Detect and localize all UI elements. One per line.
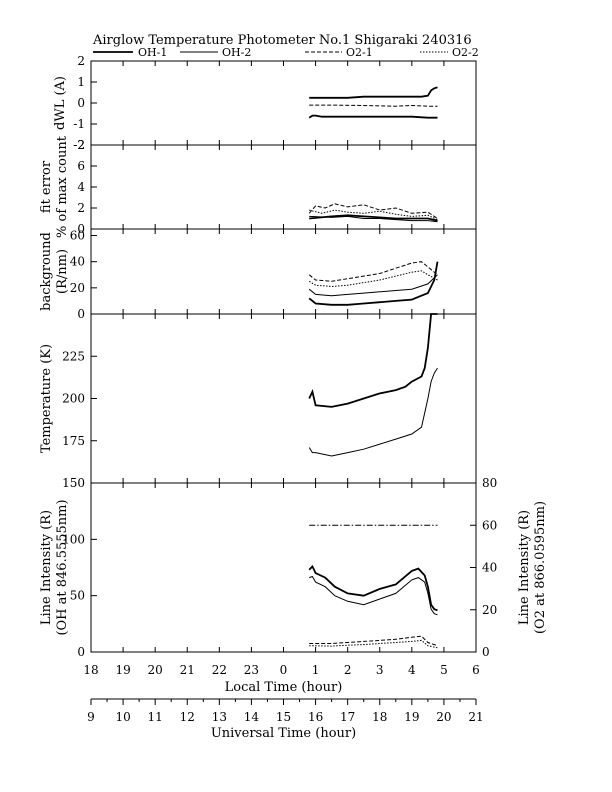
ytick-label-dwl: 2	[77, 54, 85, 68]
panel-fit: -2 6 4 2 0 fit error% of max count	[39, 135, 477, 238]
panel-frame-fit	[90, 144, 477, 230]
ytick-label-fit: 4	[77, 180, 85, 194]
series-fit-oh-1	[309, 214, 438, 222]
ytick-label-int: 150	[62, 476, 85, 490]
xtick-label-local: 1	[312, 663, 320, 677]
ytick-label-fit: 2	[77, 201, 85, 215]
series-fit-oh-2	[309, 215, 438, 223]
xtick-label-universal: 14	[244, 710, 260, 724]
xtick-label-universal: 17	[340, 710, 355, 724]
ylabel-fit: fit error	[39, 160, 54, 213]
ytick-label-bg: 0	[77, 307, 85, 321]
panel-dwl: 2 1 0 -1 -2 dWL (A)	[53, 54, 477, 152]
ytick-right-label-int: 80	[482, 476, 497, 490]
ytick-label-bg: 20	[70, 281, 85, 295]
xtick-label-local: 4	[408, 663, 416, 677]
chart-title: Airglow Temperature Photometer No.1 Shig…	[92, 33, 472, 48]
ytick-label-fit: 0	[77, 222, 85, 236]
panel-frame-temp	[90, 313, 477, 484]
xlabel-universal: Universal Time (hour)	[211, 726, 356, 741]
ytick-label-dwl: 1	[77, 75, 85, 89]
ytick-label-temp: 175	[62, 434, 85, 448]
ylabel2-fit: % of max count	[55, 135, 70, 238]
ytick-label-bg: 60	[70, 229, 85, 243]
ylabel2-right-int: (O2 at 866.0595nm)	[533, 501, 548, 634]
xtick-label-universal: 16	[308, 710, 323, 724]
ylabel-int: Line Intensity (R)	[39, 510, 54, 625]
xtick-label-local: 19	[115, 663, 130, 677]
xtick-label-universal: 12	[180, 710, 195, 724]
ylabel-temp: Temperature (K)	[39, 344, 54, 453]
xtick-label-universal: 18	[372, 710, 387, 724]
ytick-label-temp: 225	[62, 349, 85, 363]
ytick-label-int: 0	[77, 645, 85, 659]
series-dwl-o2-1	[309, 104, 438, 107]
series-dwl-oh-1	[309, 86, 438, 99]
series-bg-o2-1	[308, 261, 438, 282]
xtick-label-universal: 10	[115, 710, 130, 724]
ytick-label-int: 100	[62, 532, 85, 546]
xtick-label-local: 20	[148, 663, 163, 677]
xtick-label-local: 2	[344, 663, 352, 677]
ytick-label-fit: 6	[77, 159, 85, 173]
ytick-right-label-int: 0	[482, 645, 490, 659]
series-int-oh-1	[308, 564, 438, 612]
ylabel2-bg: (R/nm)	[55, 249, 70, 294]
panel-frame-int	[90, 482, 477, 653]
xtick-label-universal: 11	[148, 710, 163, 724]
ytick-right-label-int: 40	[482, 561, 497, 575]
legend-label-oh-2: OH-2	[222, 46, 251, 59]
xtick-label-local: 22	[212, 663, 227, 677]
series-fit-o2-2	[309, 209, 438, 221]
series-temp-oh-1	[308, 313, 438, 408]
ytick-label-temp: 200	[62, 392, 85, 406]
ylabel-dwl: dWL (A)	[53, 76, 68, 130]
panel-frame-dwl	[90, 60, 477, 146]
xtick-label-universal: 20	[436, 710, 451, 724]
series-dwl-oh-2	[308, 114, 438, 119]
xtick-label-universal: 13	[212, 710, 227, 724]
ylabel-right-int: Line Intensity (R)	[517, 510, 532, 625]
series-int-oh-2	[309, 575, 438, 616]
legend-label-o2-2: O2-2	[452, 46, 479, 59]
ytick-label-dwl: 0	[77, 96, 85, 110]
xtick-label-universal: 21	[468, 710, 483, 724]
xtick-label-universal: 9	[87, 710, 95, 724]
xtick-label-local: 18	[83, 663, 98, 677]
xtick-label-universal: 15	[276, 710, 291, 724]
ylabel2-int: (OH at 846.5555nm)	[55, 499, 70, 635]
panel-temp: 225 200 175 Temperature (K)	[39, 313, 477, 484]
ytick-label-dwl: -1	[73, 117, 85, 131]
xtick-label-local: 5	[440, 663, 448, 677]
xtick-label-local: 0	[280, 663, 288, 677]
xtick-label-universal: 19	[404, 710, 419, 724]
ytick-right-label-int: 20	[482, 603, 497, 617]
ytick-label-fit: -2	[73, 138, 85, 152]
series-fit-o2-1	[308, 203, 438, 219]
xtick-label-local: 23	[244, 663, 259, 677]
ytick-right-label-int: 60	[482, 518, 497, 532]
xtick-label-local: 6	[472, 663, 480, 677]
legend-label-o2-1: O2-1	[346, 46, 373, 59]
legend: OH-1 OH-2 O2-1 O2-2	[93, 46, 479, 59]
xlabel-local: Local Time (hour)	[225, 680, 343, 695]
series-int-o2-1	[309, 635, 438, 647]
xtick-label-local: 21	[180, 663, 195, 677]
series-int-o2-2	[309, 639, 438, 649]
xtick-label-local: 3	[376, 663, 384, 677]
ylabel-bg: background	[39, 232, 54, 311]
series-bg-o2-2	[308, 270, 438, 288]
legend-label-oh-1: OH-1	[138, 46, 167, 59]
ytick-label-dwl: -2	[73, 138, 85, 152]
series-bg-oh-2	[308, 274, 438, 297]
series-temp-oh-2	[308, 367, 438, 457]
ytick-label-int: 50	[70, 589, 85, 603]
panel-bg: 60 40 20 0 background (R/nm)	[39, 228, 477, 321]
ytick-label-bg: 40	[70, 255, 85, 269]
series-bg-oh-1	[308, 261, 439, 306]
